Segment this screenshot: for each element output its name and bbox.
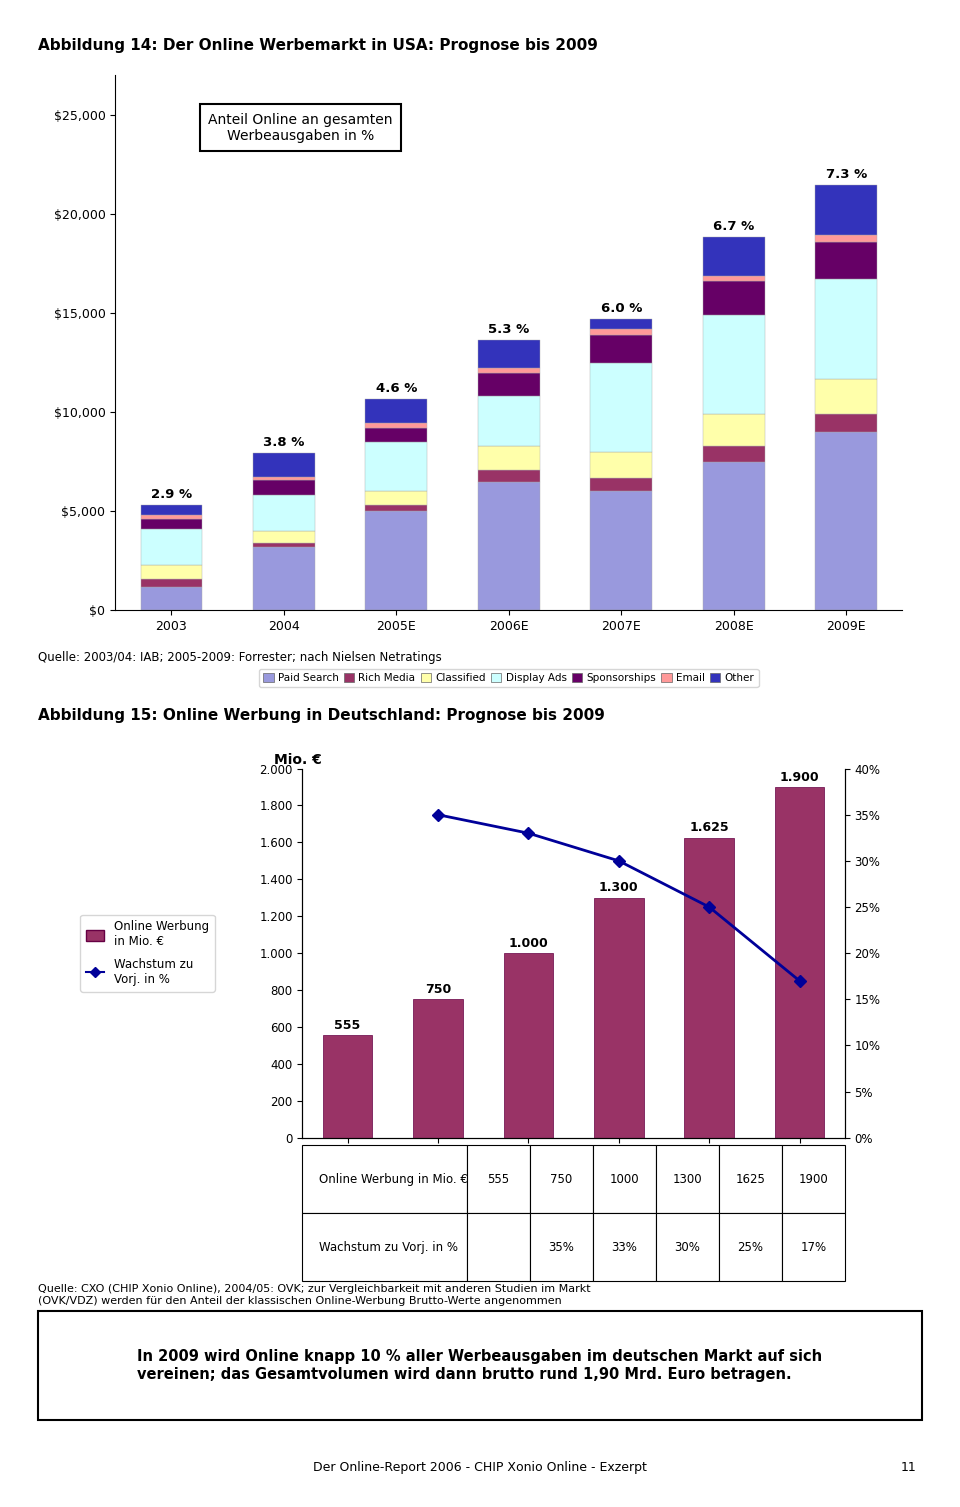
Bar [703,414,764,446]
Bar [140,586,203,610]
Bar [252,452,315,476]
Bar [252,476,315,479]
Bar [252,543,315,547]
Bar [684,838,734,1138]
Bar [478,396,540,446]
Bar [815,241,877,279]
Text: Der Online-Report 2006 - CHIP Xonio Online - Exzerpt: Der Online-Report 2006 - CHIP Xonio Onli… [313,1460,647,1474]
Bar [590,335,652,363]
Text: Quelle: CXO (CHIP Xonio Online), 2004/05: OVK; zur Vergleichbarkeit mit anderen : Quelle: CXO (CHIP Xonio Online), 2004/05… [38,1284,591,1305]
Bar [594,898,643,1138]
Text: 1.900: 1.900 [780,770,820,784]
Bar [366,399,427,423]
Text: Quelle: 2003/04: IAB; 2005-2009: Forrester; nach Nielsen Netratings: Quelle: 2003/04: IAB; 2005-2009: Forrest… [38,651,443,665]
Bar [815,235,877,241]
Text: 5.3 %: 5.3 % [489,322,529,336]
Bar [703,461,764,610]
Legend: Online Werbung
in Mio. €, Wachstum zu
Vorj. in %: Online Werbung in Mio. €, Wachstum zu Vo… [81,915,215,992]
Bar [815,414,877,433]
Bar [590,491,652,610]
Bar [366,442,427,491]
Bar [140,565,203,579]
Text: In 2009 wird Online knapp 10 % aller Werbeausgaben im deutschen Markt auf sich
v: In 2009 wird Online knapp 10 % aller Wer… [137,1349,823,1382]
Bar [590,452,652,478]
Text: 3.8 %: 3.8 % [263,436,304,449]
Text: 1.000: 1.000 [509,937,548,949]
Text: 1.625: 1.625 [689,821,729,835]
Bar [815,433,877,610]
Bar [478,372,540,396]
Bar [366,505,427,511]
Bar [590,478,652,491]
Text: 11: 11 [901,1460,917,1474]
Text: Abbildung 15: Online Werbung in Deutschland: Prognose bis 2009: Abbildung 15: Online Werbung in Deutschl… [38,708,605,723]
Bar [252,547,315,610]
Bar [366,491,427,505]
Bar [252,496,315,530]
Bar [815,378,877,414]
Bar [140,505,203,515]
Bar [366,423,427,428]
Text: Abbildung 14: Der Online Werbemarkt in USA: Prognose bis 2009: Abbildung 14: Der Online Werbemarkt in U… [38,38,598,53]
Bar [703,237,764,276]
Legend: Paid Search, Rich Media, Classified, Display Ads, Sponsorships, Email, Other: Paid Search, Rich Media, Classified, Dis… [259,669,758,687]
Bar [703,282,764,315]
Text: 7.3 %: 7.3 % [826,169,867,181]
Bar [590,329,652,335]
Bar [366,511,427,610]
Bar [252,530,315,543]
Bar [140,520,203,529]
Text: 2.9 %: 2.9 % [151,488,192,502]
Text: 1.300: 1.300 [599,882,638,895]
Text: 4.6 %: 4.6 % [375,383,417,395]
Bar [775,787,825,1138]
Text: Mio. €: Mio. € [274,754,322,767]
Bar [140,529,203,565]
Bar [703,276,764,282]
Bar [140,579,203,586]
Text: 6.7 %: 6.7 % [713,220,755,234]
Bar [703,446,764,461]
Bar [478,341,540,368]
Text: Anteil Online an gesamten
Werbeausgaben in %: Anteil Online an gesamten Werbeausgaben … [208,113,393,143]
Bar [366,428,427,442]
Text: 555: 555 [334,1019,361,1032]
Bar [590,363,652,452]
Bar [504,954,553,1138]
Bar [815,279,877,378]
Bar [590,319,652,329]
Text: 6.0 %: 6.0 % [601,301,642,315]
Bar [323,1035,372,1138]
Bar [140,515,203,520]
Text: 750: 750 [425,983,451,996]
Bar [478,368,540,372]
Bar [478,446,540,470]
Bar [703,315,764,414]
Bar [252,479,315,496]
Bar [478,482,540,610]
Bar [478,470,540,482]
Bar [815,185,877,235]
Bar [413,999,463,1138]
